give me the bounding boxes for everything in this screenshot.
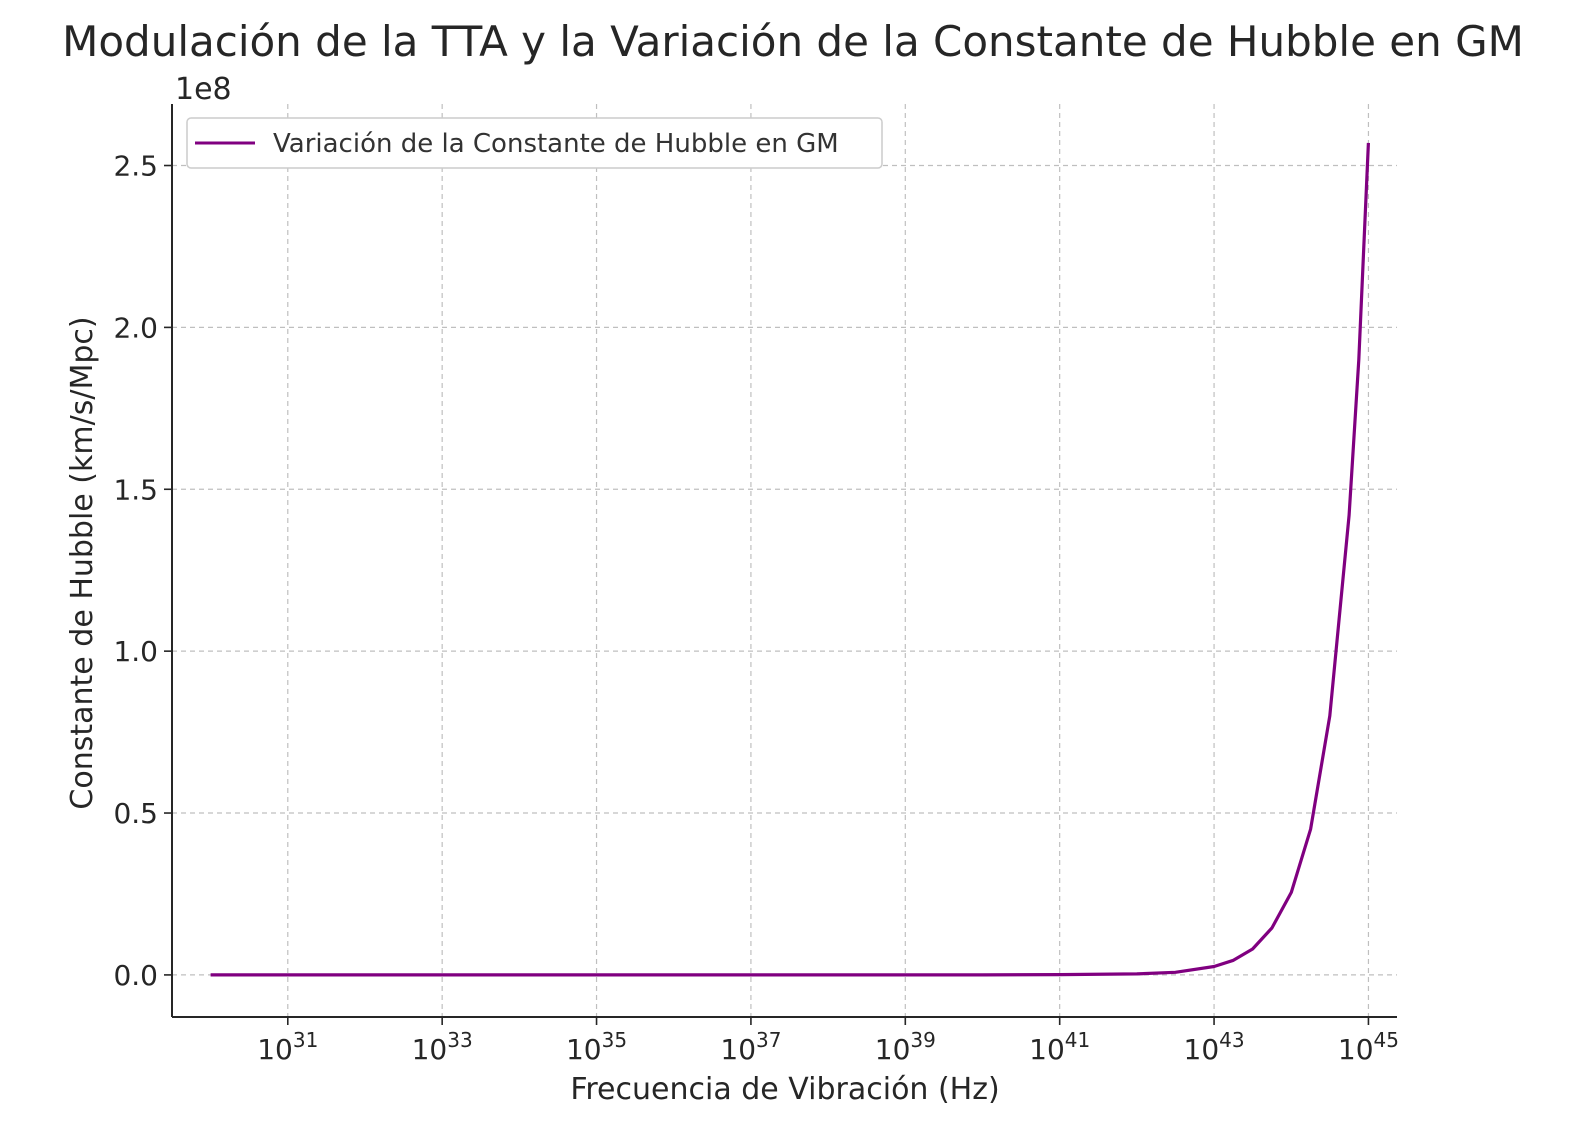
x-tick-label: 1041 xyxy=(1029,1028,1090,1066)
legend-label: Variación de la Constante de Hubble en G… xyxy=(273,129,839,159)
x-axis-ticks: 1031 1033 1035 1037 1039 1041 1043 1045 xyxy=(257,1017,1399,1066)
x-tick-label: 1031 xyxy=(257,1028,318,1066)
y-tick-label: 1.5 xyxy=(113,473,158,506)
y-tick-label: 1.0 xyxy=(113,635,158,668)
legend: Variación de la Constante de Hubble en G… xyxy=(186,117,883,169)
y-axis-ticks: 0.0 0.5 1.0 1.5 2.0 2.5 xyxy=(113,150,172,992)
y-tick-label: 2.0 xyxy=(113,311,158,344)
axes xyxy=(171,104,1397,1018)
series-group xyxy=(210,142,1370,977)
legend-box xyxy=(186,117,883,169)
chart-title: Modulación de la TTA y la Variación de l… xyxy=(62,17,1524,66)
y-tick-label: 2.5 xyxy=(113,150,158,183)
y-tick-label: 0.5 xyxy=(113,797,158,830)
y-offset-label: 1e8 xyxy=(175,72,232,107)
y-axis-label: Constante de Hubble (km/s/Mpc) xyxy=(65,316,100,809)
x-tick-label: 1037 xyxy=(720,1028,781,1066)
x-tick-label: 1045 xyxy=(1338,1028,1399,1066)
y-tick-label: 0.0 xyxy=(113,959,158,992)
x-axis-label: Frecuencia de Vibración (Hz) xyxy=(570,1072,999,1107)
x-tick-label: 1043 xyxy=(1184,1028,1245,1066)
x-tick-label: 1033 xyxy=(412,1028,473,1066)
grid xyxy=(172,104,1397,1017)
x-tick-label: 1035 xyxy=(566,1028,627,1066)
x-tick-label: 1039 xyxy=(875,1028,936,1066)
series-line xyxy=(210,142,1370,977)
